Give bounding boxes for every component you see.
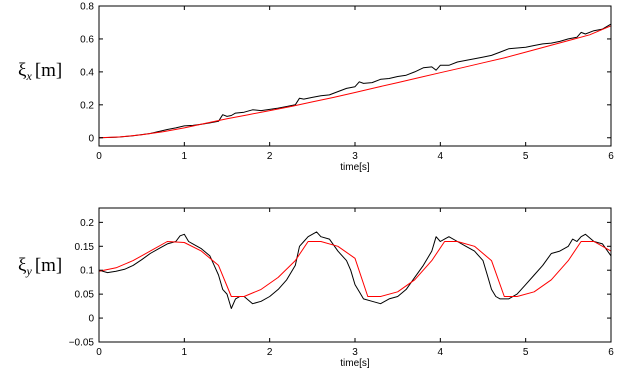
x-tick-label: 5 xyxy=(523,347,529,358)
measured-line xyxy=(98,23,612,139)
reference-line xyxy=(98,241,612,297)
x-tick-label: 2 xyxy=(267,347,273,358)
y-tick-label: 0.4 xyxy=(80,67,94,78)
y-tick-label: 0 xyxy=(88,133,94,144)
x-tick-label: 4 xyxy=(438,347,444,358)
x-tick-label: 2 xyxy=(267,151,273,162)
y-tick-label: 0.6 xyxy=(80,34,94,45)
x-axis-label: time[s] xyxy=(340,358,370,369)
x-tick-label: 0 xyxy=(96,151,102,162)
x-tick-label: 5 xyxy=(523,151,529,162)
measured-line xyxy=(98,231,612,309)
reference-line xyxy=(98,25,612,139)
y-axis-label: ξy [m] xyxy=(18,255,62,278)
y-tick-label: 0.05 xyxy=(75,290,95,301)
x-tick-label: 6 xyxy=(608,151,614,162)
y-tick-label: 0.1 xyxy=(80,266,94,277)
y-tick-label: 0.15 xyxy=(75,242,95,253)
x-tick-label: 0 xyxy=(96,347,102,358)
axes-frame xyxy=(98,5,612,147)
x-tick-label: 4 xyxy=(438,151,444,162)
x-tick-label: 3 xyxy=(352,347,358,358)
x-tick-label: 1 xyxy=(182,151,188,162)
y-tick-label: 0.8 xyxy=(80,2,94,13)
y-tick-label: −0.05 xyxy=(69,338,95,349)
x-tick-label: 6 xyxy=(608,347,614,358)
x-tick-label: 3 xyxy=(352,151,358,162)
y-tick-label: 0 xyxy=(88,314,94,325)
y-tick-label: 0.2 xyxy=(80,218,94,229)
y-axis-label: ξx [m] xyxy=(18,60,62,83)
y-tick-label: 0.2 xyxy=(80,100,94,111)
plot-xi-x: 0 1 2 3 4 5 6 0 0.2 0.4 0.6 0.8 time[s] ξx [m] xyxy=(18,2,614,174)
x-axis-label: time[s] xyxy=(340,162,370,173)
x-tick-label: 1 xyxy=(182,347,188,358)
